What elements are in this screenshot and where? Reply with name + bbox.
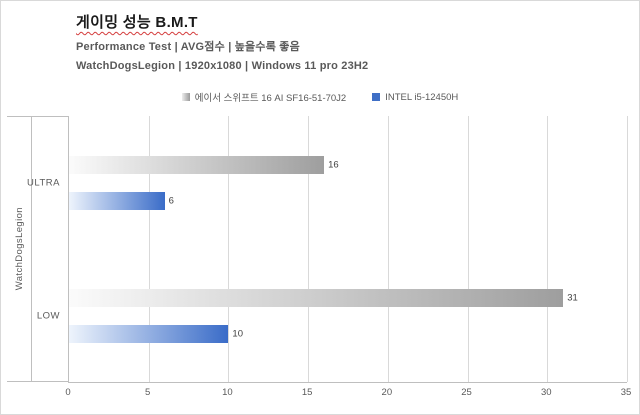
bar-value-label-series2-ultra: 6 <box>168 195 174 206</box>
bar-series2-low <box>69 324 229 343</box>
legend-swatch-blue <box>372 93 381 101</box>
axis-group-tick-bottom <box>7 381 68 382</box>
legend-item-intel: INTEL i5-12450H <box>372 92 458 103</box>
x-tick-label-0: 0 <box>65 387 71 398</box>
x-tick-label-30: 30 <box>540 387 552 398</box>
y-axis-category-labels: ULTRA LOW <box>27 116 64 382</box>
bar-value-label-series2-low: 10 <box>232 328 243 339</box>
gridline-x-30 <box>547 116 549 382</box>
gridline-x-5 <box>148 116 150 382</box>
y-axis-outer-label-text: WatchDogsLegion <box>13 207 25 291</box>
x-tick-label-15: 15 <box>301 387 313 398</box>
x-tick-label-10: 10 <box>222 387 233 398</box>
axis-level-separator-line <box>31 116 32 382</box>
legend-label-intel: INTEL i5-12450H <box>385 91 459 103</box>
x-tick-label-25: 25 <box>461 387 472 398</box>
y-category-label-ultra: ULTRA <box>27 177 60 188</box>
chart-subtitle-2: WatchDogsLegion | 1920x1080 | Windows 11… <box>76 60 369 72</box>
gridline-x-20 <box>387 116 389 382</box>
chart-subtitle-1: Performance Test | AVG점수 | 높을수록 좋음 <box>76 41 300 53</box>
gridline-x-25 <box>467 116 469 382</box>
gridline-x-35 <box>627 116 628 382</box>
gridline-x-15 <box>308 116 310 382</box>
legend: 에이서 스위프트 16 AI SF16-51-70J2 INTEL i5-124… <box>1 90 639 104</box>
bar-value-label-series1-ultra: 16 <box>328 159 339 170</box>
legend-label-acer-swift: 에이서 스위프트 16 AI SF16-51-70J2 <box>194 93 347 104</box>
y-axis-outer-label: WatchDogsLegion <box>7 116 31 382</box>
x-tick-label-20: 20 <box>381 387 393 398</box>
x-axis-tick-labels: 0 5 10 15 20 25 30 35 <box>65 387 631 401</box>
bar-value-label-series1-low: 31 <box>567 292 578 303</box>
x-tick-label-5: 5 <box>145 387 151 398</box>
bar-series1-ultra <box>69 155 325 174</box>
gridline-x-10 <box>228 116 230 382</box>
plot-area: 16 6 31 10 <box>68 116 628 383</box>
x-tick-label-35: 35 <box>620 387 632 398</box>
bar-series1-low <box>69 288 564 307</box>
y-category-label-low: LOW <box>36 310 60 321</box>
legend-item-acer-swift: 에이서 스위프트 16 AI SF16-51-70J2 <box>181 90 347 104</box>
bar-series2-ultra <box>69 191 165 210</box>
legend-swatch-gray <box>181 93 190 101</box>
axis-group-tick-top <box>7 116 68 117</box>
chart-title: 게이밍 성능 B.M.T <box>76 14 198 31</box>
